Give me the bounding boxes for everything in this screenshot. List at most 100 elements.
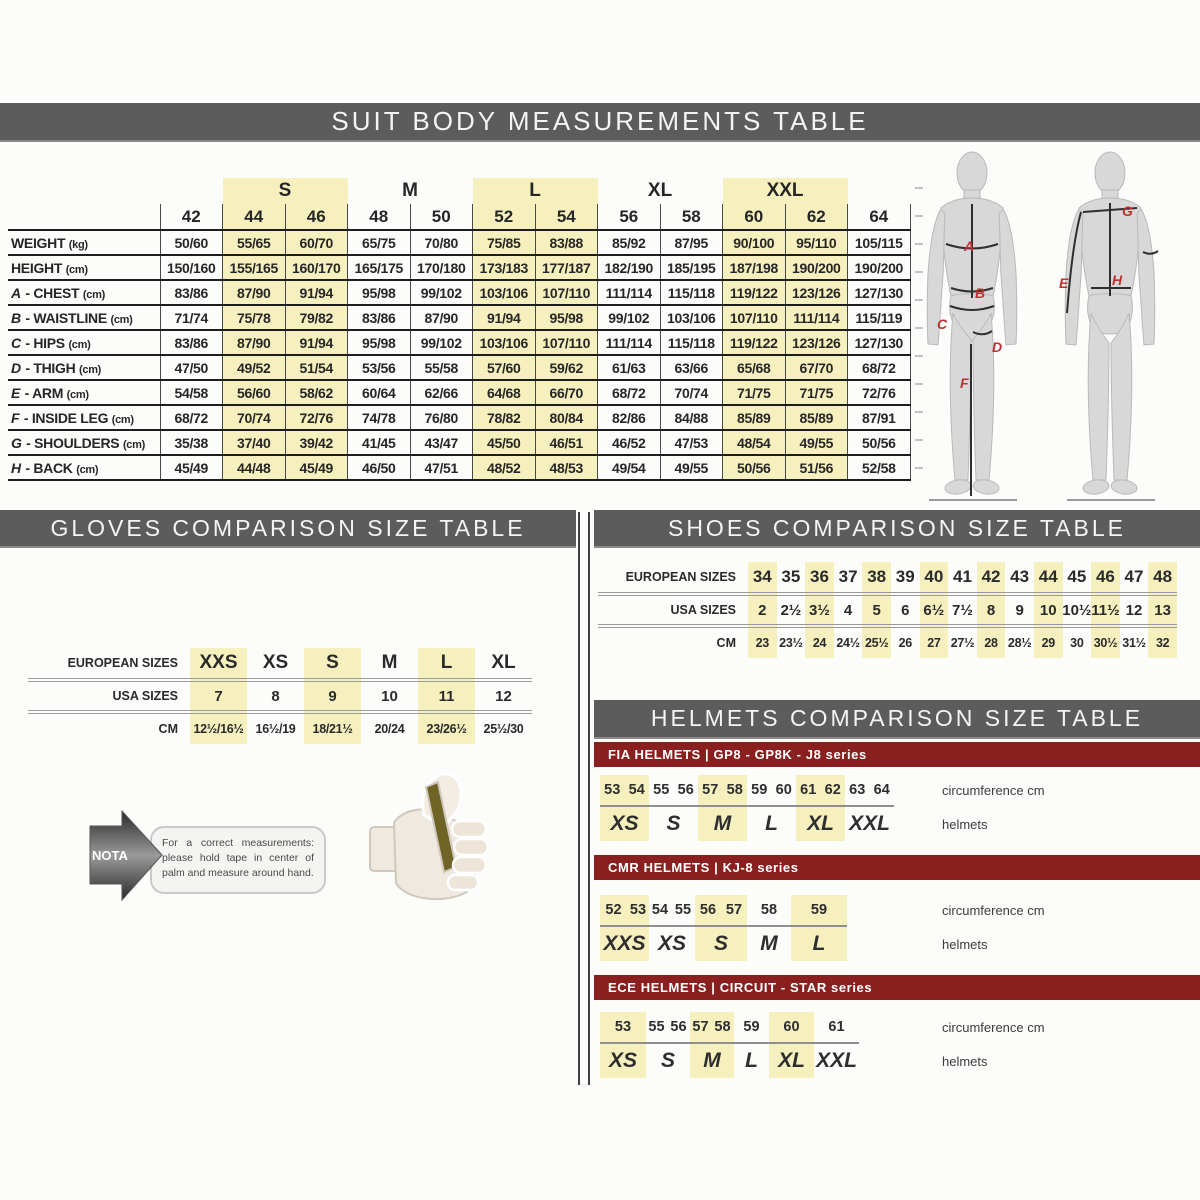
suit-cell: 170/180 bbox=[409, 254, 473, 280]
shoe-row-label: USA SIZES bbox=[598, 596, 748, 628]
suit-table-row: WEIGHT (kg) 50/60 55/65 60/70 65/75 70/80 75/8… bbox=[8, 229, 911, 255]
suit-cell: 99/102 bbox=[597, 304, 661, 330]
helmet-circumference-value: 60 bbox=[769, 1012, 814, 1042]
helmet-table-rule bbox=[600, 925, 847, 927]
circumference-cm-label: circumference cm bbox=[942, 1020, 1045, 1035]
suit-row-label: HEIGHT (cm) bbox=[8, 254, 160, 280]
shoes-table-title: SHOES COMPARISON SIZE TABLE bbox=[667, 514, 1127, 541]
helmet-size-table: 52 53 54 55 56 57 58 59 XXS XS S M L bbox=[600, 895, 847, 961]
suit-row-label: H - BACK (cm) bbox=[8, 454, 160, 481]
suit-cell: 54/58 bbox=[159, 379, 223, 405]
suit-row-label: D - THIGH (cm) bbox=[8, 354, 160, 380]
suit-table-row: A - CHEST (cm) 83/86 87/90 91/94 95/98 99/102… bbox=[8, 279, 911, 305]
suit-cell: 47/53 bbox=[659, 429, 723, 455]
suit-row-label: WEIGHT (kg) bbox=[8, 229, 160, 255]
shoe-cm-value: 32 bbox=[1148, 628, 1177, 658]
glove-eu-size: XXS bbox=[190, 648, 247, 682]
suit-cell: 85/89 bbox=[784, 404, 848, 430]
suit-cell: 70/74 bbox=[659, 379, 723, 405]
suit-cell: 50/60 bbox=[159, 229, 223, 255]
shoe-cm-value: 24½ bbox=[836, 636, 860, 650]
suit-cell: 72/76 bbox=[284, 404, 348, 430]
helmets-label: helmets bbox=[942, 1054, 988, 1069]
height-ruler-icon bbox=[915, 187, 923, 469]
suit-cell: 50/56 bbox=[722, 454, 786, 481]
shoe-eu-size: 41 bbox=[948, 562, 977, 596]
helmet-circumference-value: 58 bbox=[760, 902, 778, 918]
suit-cell: 155/165 bbox=[222, 254, 285, 280]
back-measure-lines bbox=[1066, 203, 1159, 314]
suit-table-row: B - WAISTLINE (cm) 71/74 75/78 79/82 83/86 87… bbox=[8, 304, 911, 330]
gloves-note-text: For a correct measurements: please hold … bbox=[150, 826, 326, 894]
suit-size-50: 50 bbox=[409, 204, 473, 230]
shoe-eu-size: 34 bbox=[748, 562, 777, 596]
helmet-size-M: M bbox=[690, 1044, 734, 1078]
suit-measurements-table: S M L XL XXL 42 44 46 48 50 52 54 56 58 60 62 64 WEIGHT (… bbox=[8, 178, 911, 481]
suit-cell: 150/160 bbox=[159, 254, 223, 280]
suit-cell: 78/82 bbox=[472, 404, 536, 430]
helmet-series-bar: CMR HELMETS | KJ-8 series bbox=[594, 855, 1200, 880]
suit-cell: 190/200 bbox=[847, 254, 911, 280]
shoe-usa-size: 8 bbox=[976, 596, 1006, 628]
helmet-circumference-value: 55 bbox=[648, 1019, 665, 1035]
helmet-circumference-value: 53 bbox=[600, 775, 625, 805]
suit-cell: 185/195 bbox=[659, 254, 723, 280]
shoe-cm-value: 30 bbox=[1070, 636, 1084, 650]
suit-size-54: 54 bbox=[534, 204, 598, 230]
glove-cm-value: 16½/19 bbox=[255, 722, 296, 736]
helmet-circumference-value: 61 bbox=[796, 775, 821, 805]
suit-cell: 87/91 bbox=[847, 404, 911, 430]
shoe-usa-size: 12 bbox=[1119, 596, 1149, 628]
helmet-size-table: 53 54 55 56 57 58 59 60 61 62 63 64 XS S M L XL XXL bbox=[600, 775, 894, 841]
helmet-size-XXL: XXL bbox=[816, 1049, 857, 1072]
suit-row-unit: (kg) bbox=[68, 238, 88, 251]
suit-cell: 190/200 bbox=[784, 254, 848, 280]
helmet-size-XL: XL bbox=[769, 1044, 814, 1078]
suit-group-XXL: XXL bbox=[722, 178, 848, 204]
suit-size-60: 60 bbox=[722, 204, 786, 230]
suit-cell: 58/62 bbox=[284, 379, 348, 405]
glove-row-label: CM bbox=[158, 722, 178, 736]
suit-cell: 91/94 bbox=[284, 329, 348, 355]
shoe-cm-value: 28 bbox=[976, 628, 1006, 658]
suit-cell: 39/42 bbox=[284, 429, 348, 455]
helmet-size-S: S bbox=[695, 927, 747, 961]
suit-cell: 80/84 bbox=[534, 404, 598, 430]
helmet-circumference-value: 59 bbox=[791, 895, 847, 925]
suit-cell: 50/56 bbox=[847, 429, 911, 455]
suit-cell: 45/49 bbox=[284, 454, 348, 481]
shoe-eu-size: 42 bbox=[976, 562, 1006, 596]
suit-cell: 43/47 bbox=[409, 429, 473, 455]
suit-cell: 95/98 bbox=[347, 329, 410, 355]
suit-group-spacer bbox=[848, 178, 911, 204]
helmet-size-XXS: XXS bbox=[600, 927, 649, 961]
suit-table-title: SUIT BODY MEASUREMENTS TABLE bbox=[331, 106, 869, 136]
suit-cell: 44/48 bbox=[222, 454, 285, 481]
helmet-circumference-value: 59 bbox=[743, 1019, 760, 1035]
svg-text:D: D bbox=[992, 339, 1002, 355]
helmets-label: helmets bbox=[942, 817, 988, 832]
suit-cell: 83/86 bbox=[159, 329, 223, 355]
thumb-measure-illustration bbox=[369, 772, 490, 900]
suit-cell: 103/106 bbox=[472, 279, 536, 305]
suit-size-52: 52 bbox=[472, 204, 536, 230]
glove-eu-size: XS bbox=[247, 648, 304, 682]
suit-row-label: C - HIPS (cm) bbox=[8, 329, 160, 355]
suit-group-M: M bbox=[402, 180, 418, 201]
suit-cell: 35/38 bbox=[159, 429, 223, 455]
suit-cell: 85/89 bbox=[722, 404, 786, 430]
shoe-eu-size: 46 bbox=[1091, 562, 1120, 596]
suit-cell: 115/118 bbox=[659, 329, 723, 355]
helmet-circumference-value: 57 bbox=[698, 775, 723, 805]
suit-row-label: G - SHOULDERS (cm) bbox=[8, 429, 160, 455]
suit-cell: 65/68 bbox=[722, 354, 786, 380]
suit-cell: 103/106 bbox=[659, 304, 723, 330]
glove-row-label: EUROPEAN SIZES bbox=[28, 648, 190, 682]
suit-row-label: F - INSIDE LEG (cm) bbox=[8, 404, 160, 430]
shoe-usa-size: 10½ bbox=[1062, 596, 1091, 628]
glove-eu-size: XL bbox=[475, 648, 532, 682]
suit-row-unit: (cm) bbox=[79, 363, 102, 376]
suit-table-row: H - BACK (cm) 45/49 44/48 45/49 46/50 47/51 48… bbox=[8, 454, 911, 481]
glove-cm-value: 23/26½ bbox=[418, 714, 475, 744]
shoe-cm-value: 25½ bbox=[862, 628, 891, 658]
